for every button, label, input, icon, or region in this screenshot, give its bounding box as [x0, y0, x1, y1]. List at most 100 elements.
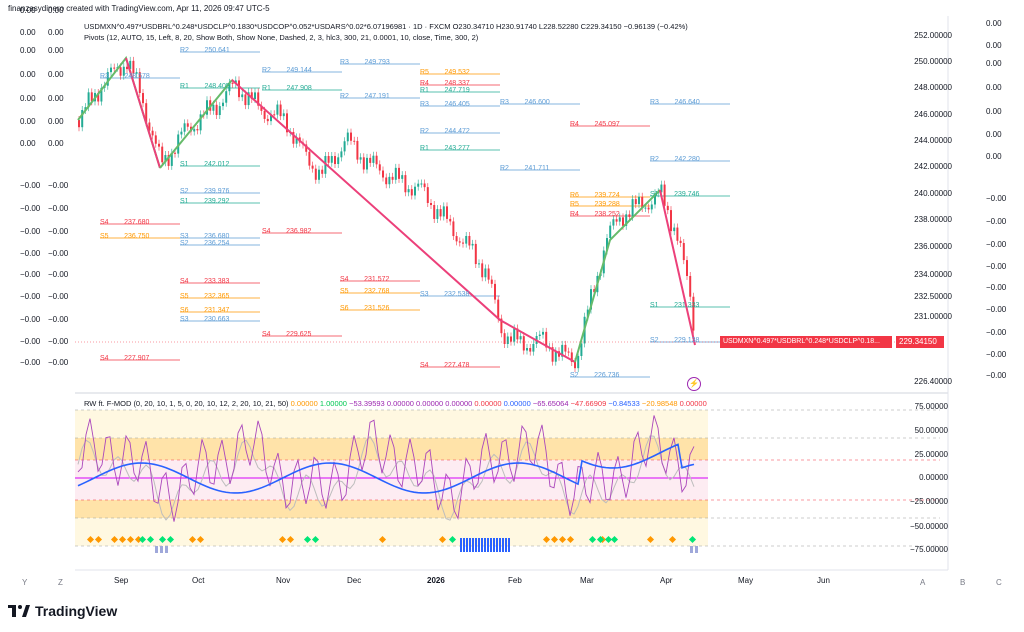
left-value: −0.00 [20, 292, 41, 301]
candle-body [311, 165, 314, 169]
right-value: −0.00 [986, 240, 1007, 249]
blue-bar [460, 538, 462, 552]
candle-body [522, 336, 525, 351]
pivot-label: S5 236.750 [100, 233, 150, 240]
corner-button-a[interactable]: A [920, 578, 926, 587]
candle-body [263, 110, 266, 119]
left-value: 0.00 [20, 70, 36, 79]
candle-body [513, 328, 516, 342]
candle-body [327, 156, 330, 163]
candle-body [106, 72, 109, 86]
candle-body [260, 105, 263, 111]
oscillator-value: 0.00000 [290, 399, 320, 408]
orange-diamond [86, 535, 95, 544]
left-value: −0.00 [20, 181, 41, 190]
candle-body [634, 199, 637, 205]
candle-body [481, 263, 484, 278]
candle-body [615, 219, 618, 222]
pivot-label: S6 231.347 [180, 307, 230, 314]
pivot-label: S3 232.538 [420, 291, 470, 298]
oscillator-legend[interactable]: RW ft. F-MOD (0, 20, 10, 1, 5, 0, 20, 10… [84, 399, 707, 408]
left-value: 0.00 [20, 6, 36, 15]
left-value: −0.00 [48, 249, 69, 258]
right-value: −0.00 [986, 194, 1007, 203]
candle-body [423, 183, 426, 188]
last-price-tag: 229.34150 [896, 336, 944, 348]
orange-diamond [94, 535, 103, 544]
price-tick-label: 238.00000 [914, 215, 952, 224]
candle-body [391, 176, 394, 180]
left-value: 0.00 [20, 117, 36, 126]
right-value: −0.00 [986, 283, 1007, 292]
pivot-label: R2 247.191 [340, 93, 390, 100]
candle-body [417, 183, 420, 187]
lightning-icon[interactable]: ⚡ [687, 377, 701, 391]
lavender-bar [155, 546, 158, 553]
candle-body [666, 205, 669, 211]
corner-button-c[interactable]: C [996, 578, 1002, 587]
candle-body [478, 263, 480, 265]
pivot-label: S4 236.982 [262, 228, 312, 235]
candle-body [119, 67, 122, 76]
candle-body [292, 131, 295, 144]
pivots-legend[interactable]: Pivots (12, AUTO, 15, Left, 8, 20, Show … [84, 33, 479, 42]
candle-body [650, 204, 653, 210]
lavender-bar [160, 546, 163, 553]
candle-body [638, 196, 640, 205]
candle-body [359, 157, 362, 160]
candle-body [686, 260, 688, 276]
candle-body [228, 82, 231, 92]
pivot-label: R3 246.405 [420, 101, 470, 108]
pivot-label: R2 241.711 [500, 165, 550, 172]
oscillator-value: −0.84533 [608, 399, 642, 408]
candle-body [609, 225, 612, 239]
candle-body [314, 168, 317, 180]
green-diamond [146, 535, 155, 544]
oscillator-value: 0.00000 [474, 399, 504, 408]
corner-button-z[interactable]: Z [58, 578, 63, 587]
price-tick-label: 250.00000 [914, 57, 952, 66]
blue-bar [490, 538, 492, 552]
candle-body [567, 351, 570, 353]
candle-body [366, 157, 368, 170]
candle-body [586, 309, 589, 317]
oscillator-tick-label: 0.00000 [919, 473, 948, 482]
pivot-label: R1 243.277 [420, 145, 470, 152]
candle-body [628, 214, 631, 217]
candle-body [372, 155, 375, 163]
candle-body [193, 129, 196, 132]
oscillator-value: 0.00000 [416, 399, 446, 408]
green-diamond [604, 535, 613, 544]
left-value: −0.00 [20, 227, 41, 236]
candle-body [490, 279, 493, 284]
left-value: 0.00 [48, 94, 64, 103]
orange-diamond [558, 535, 567, 544]
corner-button-b[interactable]: B [960, 578, 966, 587]
candle-body [554, 351, 557, 362]
candle-body [398, 167, 400, 179]
candle-body [484, 268, 487, 278]
corner-button-y[interactable]: Y [22, 578, 28, 587]
time-tick-label: Jun [817, 576, 830, 585]
left-value: 0.00 [48, 28, 64, 37]
candle-body [270, 114, 272, 122]
symbol-legend[interactable]: USDMXN^0.497*USDBRL^0.248*USDCLP^0.1830*… [84, 22, 688, 31]
price-tick-label: 242.00000 [914, 162, 952, 171]
left-value: −0.00 [48, 358, 69, 367]
candle-body [644, 207, 647, 209]
oscillator-tick-label: −25.00000 [909, 497, 948, 506]
candle-body [401, 175, 404, 179]
price-tick-label: 231.00000 [914, 312, 952, 321]
pivot-label: R1 248.405 [180, 83, 230, 90]
left-value: −0.00 [20, 315, 41, 324]
right-value: −0.00 [986, 350, 1007, 359]
lavender-bar [695, 546, 698, 553]
blue-bar [463, 538, 465, 552]
oscillator-value: −53.39593 [349, 399, 387, 408]
green-diamond [448, 535, 457, 544]
left-value: 0.00 [48, 46, 64, 55]
blue-bar [475, 538, 477, 552]
oscillator-tick-label: 75.00000 [914, 402, 948, 411]
pivot-label: S4 233.383 [180, 278, 230, 285]
